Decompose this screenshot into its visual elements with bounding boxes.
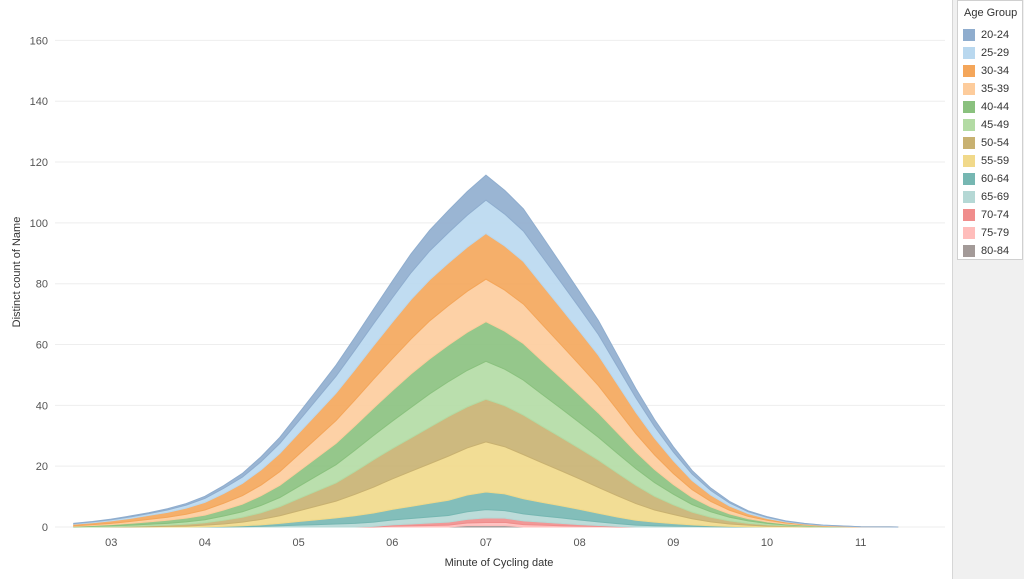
legend-swatch bbox=[963, 119, 975, 131]
legend-swatch bbox=[963, 137, 975, 149]
legend-label: 30-34 bbox=[981, 65, 1010, 77]
legend-swatch bbox=[963, 227, 975, 239]
legend-swatch bbox=[963, 191, 975, 203]
legend-swatch bbox=[963, 245, 975, 257]
legend[interactable]: Age Group 20-24 25-29 30-34 35-39 40-44 45-49… bbox=[957, 0, 1023, 260]
y-tick-label: 80 bbox=[36, 279, 48, 291]
area-chart: 0 20 40 60 80 100 120 140 160 03 04 05 06 07 08 09 10 11… bbox=[11, 35, 945, 569]
y-axis-tick-labels: 0 20 40 60 80 100 120 140 160 bbox=[30, 35, 48, 534]
legend-title: Age Group bbox=[964, 7, 1018, 19]
x-tick-label: 07 bbox=[480, 537, 492, 549]
legend-label: 25-29 bbox=[981, 47, 1010, 59]
legend-label: 75-79 bbox=[981, 227, 1010, 239]
y-tick-label: 40 bbox=[36, 400, 48, 412]
y-tick-label: 20 bbox=[36, 461, 48, 473]
legend-item-60-64[interactable]: 60-64 bbox=[963, 172, 1009, 186]
x-tick-label: 10 bbox=[761, 537, 773, 549]
x-tick-label: 09 bbox=[667, 537, 679, 549]
legend-item-80-84[interactable]: 80-84 bbox=[963, 244, 1009, 258]
x-tick-label: 11 bbox=[855, 537, 866, 549]
legend-item-65-69[interactable]: 65-69 bbox=[963, 190, 1009, 204]
legend-swatch bbox=[963, 155, 975, 167]
y-tick-label: 120 bbox=[30, 157, 48, 169]
legend-item-35-39[interactable]: 35-39 bbox=[963, 82, 1009, 96]
legend-swatch bbox=[963, 65, 975, 77]
y-tick-label: 0 bbox=[42, 522, 48, 534]
legend-item-20-24[interactable]: 20-24 bbox=[963, 28, 1009, 42]
legend-item-75-79[interactable]: 75-79 bbox=[963, 226, 1009, 240]
legend-swatch bbox=[963, 29, 975, 41]
legend-label: 60-64 bbox=[981, 173, 1010, 185]
legend-label: 80-84 bbox=[981, 245, 1010, 257]
legend-label: 40-44 bbox=[981, 101, 1010, 113]
y-tick-label: 100 bbox=[30, 218, 48, 230]
legend-item-40-44[interactable]: 40-44 bbox=[963, 100, 1009, 114]
x-axis-title: Minute of Cycling date bbox=[445, 557, 554, 569]
y-axis-title: Distinct count of Name bbox=[11, 217, 23, 328]
legend-swatch bbox=[963, 101, 975, 113]
stacked-area-series bbox=[73, 174, 899, 528]
y-tick-label: 140 bbox=[30, 96, 48, 108]
x-tick-label: 06 bbox=[386, 537, 398, 549]
legend-item-55-59[interactable]: 55-59 bbox=[963, 154, 1009, 168]
x-tick-label: 08 bbox=[574, 537, 586, 549]
legend-label: 20-24 bbox=[981, 29, 1010, 41]
legend-label: 70-74 bbox=[981, 209, 1010, 221]
legend-item-45-49[interactable]: 45-49 bbox=[963, 118, 1009, 132]
y-tick-label: 160 bbox=[30, 35, 48, 47]
legend-label: 55-59 bbox=[981, 155, 1010, 167]
x-axis-tick-labels: 03 04 05 06 07 08 09 10 11 bbox=[105, 537, 866, 549]
legend-swatch bbox=[963, 173, 975, 185]
x-tick-label: 03 bbox=[105, 537, 117, 549]
area-series-20-24 bbox=[73, 174, 899, 528]
legend-swatch bbox=[963, 209, 975, 221]
legend-item-30-34[interactable]: 30-34 bbox=[963, 64, 1009, 78]
x-tick-label: 04 bbox=[199, 537, 211, 549]
legend-label: 50-54 bbox=[981, 137, 1010, 149]
legend-swatch bbox=[963, 47, 975, 59]
legend-item-50-54[interactable]: 50-54 bbox=[963, 136, 1009, 150]
legend-item-70-74[interactable]: 70-74 bbox=[963, 208, 1009, 222]
legend-item-25-29[interactable]: 25-29 bbox=[963, 46, 1009, 60]
legend-label: 35-39 bbox=[981, 83, 1010, 95]
x-tick-label: 05 bbox=[292, 537, 304, 549]
y-tick-label: 60 bbox=[36, 340, 48, 352]
legend-swatch bbox=[963, 83, 975, 95]
legend-label: 45-49 bbox=[981, 119, 1010, 131]
legend-label: 65-69 bbox=[981, 191, 1010, 203]
